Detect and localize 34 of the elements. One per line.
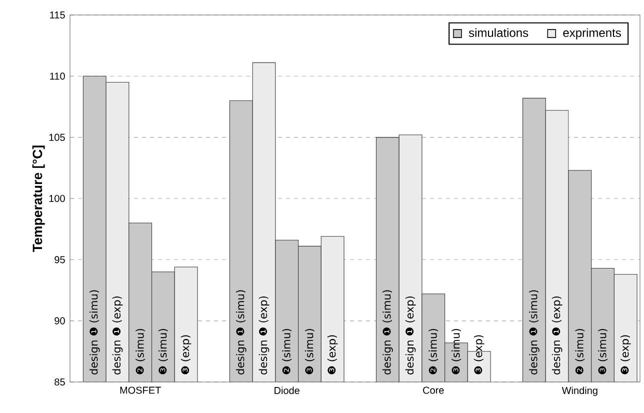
data-label: ❸ (simu) bbox=[158, 329, 168, 374]
x-tick-label: Winding bbox=[562, 386, 598, 396]
data-label: ❷ (simu) bbox=[136, 329, 146, 374]
y-tick-label: 85 bbox=[54, 378, 65, 386]
data-label: ❸ (simu) bbox=[598, 329, 608, 374]
legend-label: simulations bbox=[468, 28, 528, 38]
data-label: design ❶ (simu) bbox=[382, 290, 393, 374]
data-label: ❷ (simu) bbox=[428, 329, 438, 374]
data-label: ❷ (simu) bbox=[575, 329, 585, 374]
y-tick-label: 100 bbox=[49, 194, 65, 202]
data-label: design ❶ (simu) bbox=[89, 290, 100, 374]
y-tick-label: 90 bbox=[54, 317, 65, 324]
y-axis-title: Temperature [°C] bbox=[32, 146, 45, 252]
data-label: ❸ (simu) bbox=[304, 329, 314, 374]
data-label: design ❶ (simu) bbox=[529, 290, 540, 374]
data-label: ❸ (exp) bbox=[180, 335, 192, 374]
data-label: design ❶ (exp) bbox=[405, 296, 416, 374]
data-label: ❸ (exp) bbox=[474, 335, 484, 374]
x-tick-label: Core bbox=[423, 386, 444, 394]
legend-label: expriments bbox=[563, 28, 621, 40]
data-label: ❸ (simu) bbox=[452, 329, 461, 374]
data-label: design ❶ (exp) bbox=[552, 296, 562, 374]
y-tick-label: 110 bbox=[50, 72, 65, 80]
data-label: ❸ (exp) bbox=[327, 335, 338, 374]
y-tick-label: 95 bbox=[54, 256, 65, 264]
y-tick-label: 115 bbox=[50, 12, 65, 18]
data-label: design ❶ (exp) bbox=[112, 296, 123, 374]
x-tick-label: MOSFET bbox=[120, 386, 161, 394]
data-label: design ❶ (simu) bbox=[236, 290, 246, 374]
x-tick-label: Diode bbox=[274, 386, 300, 394]
data-label: ❸ (exp) bbox=[620, 335, 631, 374]
y-tick-label: 105 bbox=[49, 134, 65, 141]
data-label: ❷ (simu) bbox=[282, 329, 292, 374]
data-label: design ❶ (exp) bbox=[258, 296, 270, 374]
